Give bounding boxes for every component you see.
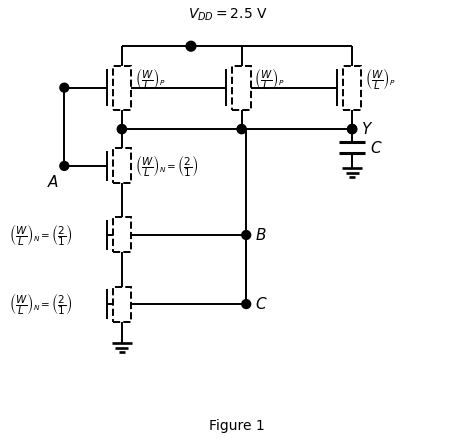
Text: $\left(\dfrac{W}{L}\right)_N = \left(\dfrac{2}{1}\right)$: $\left(\dfrac{W}{L}\right)_N = \left(\df… [135,153,199,179]
Circle shape [186,41,196,51]
Text: $\left(\dfrac{W}{L}\right)_P$: $\left(\dfrac{W}{L}\right)_P$ [255,66,285,93]
Text: $C$: $C$ [370,139,382,155]
Text: $\left(\dfrac{W}{L}\right)_N = \left(\dfrac{2}{1}\right)$: $\left(\dfrac{W}{L}\right)_N = \left(\df… [9,222,73,248]
Text: $C$: $C$ [255,296,268,312]
Text: $V_{DD} = 2.5$ V: $V_{DD} = 2.5$ V [188,7,268,23]
Bar [113,65,131,110]
Text: Figure 1: Figure 1 [209,419,265,433]
Circle shape [242,231,250,239]
Circle shape [347,125,357,134]
Circle shape [60,84,68,92]
Text: $\left(\dfrac{W}{L}\right)_N = \left(\dfrac{2}{1}\right)$: $\left(\dfrac{W}{L}\right)_N = \left(\df… [9,291,73,317]
Bar [113,218,131,252]
Text: $\left(\dfrac{W}{L}\right)_P$: $\left(\dfrac{W}{L}\right)_P$ [135,66,165,93]
Circle shape [348,125,356,133]
Bar [113,287,131,322]
Bar [113,149,131,183]
Circle shape [117,125,127,134]
Circle shape [60,162,68,170]
Text: $A$: $A$ [47,174,59,190]
Bar [232,65,251,110]
Circle shape [242,300,250,308]
Text: $B$: $B$ [255,227,267,243]
Bar [343,65,361,110]
Circle shape [237,125,246,134]
Text: $Y$: $Y$ [361,121,374,137]
Text: $\left(\dfrac{W}{L}\right)_P$: $\left(\dfrac{W}{L}\right)_P$ [365,66,396,93]
